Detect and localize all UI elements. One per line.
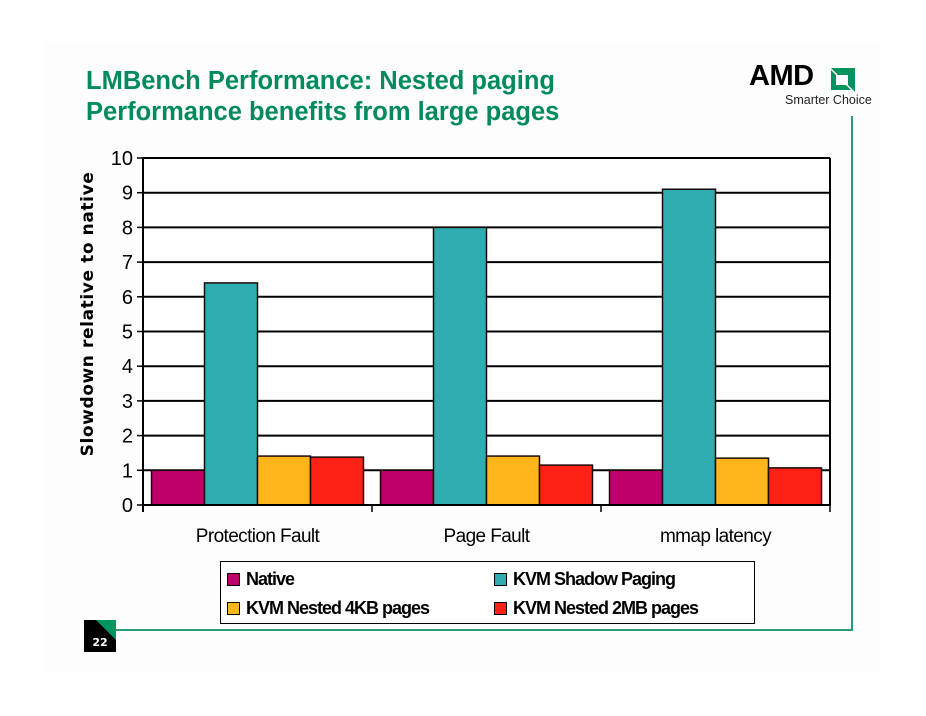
x-tick-label: Protection Fault [196, 526, 321, 547]
bar [256, 455, 312, 506]
chart-legend: Native KVM Shadow Paging KVM Nested 4KB … [220, 561, 755, 624]
accent-line-vertical [851, 116, 853, 631]
bar [714, 457, 770, 506]
bar [309, 456, 365, 506]
slide-number: 22 [92, 636, 108, 649]
legend-swatch-nested-2mb [494, 601, 507, 615]
slide-number-badge: 22 [84, 620, 116, 652]
logo-tagline: Smarter Choice [785, 93, 872, 107]
legend-item: KVM Shadow Paging [494, 567, 676, 591]
y-tick-label: 4 [122, 356, 133, 378]
legend-label: KVM Nested 4KB pages [246, 597, 430, 618]
legend-swatch-shadow [494, 572, 507, 586]
bar [379, 469, 435, 506]
y-tick-label: 9 [122, 183, 133, 205]
title-line-2: Performance benefits from large pages [86, 98, 560, 126]
y-tick-label: 6 [122, 287, 133, 309]
y-tick-label: 2 [122, 426, 133, 448]
legend-swatch-nested-4kb [227, 601, 240, 615]
y-tick-label: 8 [122, 217, 133, 239]
legend-label: KVM Nested 2MB pages [513, 597, 699, 618]
y-tick-label: 1 [122, 460, 133, 482]
legend-item: KVM Nested 4KB pages [227, 596, 430, 620]
bar [432, 226, 488, 506]
legend-label: KVM Shadow Paging [513, 568, 676, 589]
y-tick-label: 3 [122, 391, 133, 413]
bar [150, 469, 206, 506]
bar [485, 455, 541, 506]
y-tick-label: 0 [122, 495, 133, 517]
legend-item: KVM Nested 2MB pages [494, 596, 699, 620]
y-tick-label: 5 [122, 322, 133, 344]
x-tick-label: Page Fault [444, 526, 531, 547]
y-tick-label: 7 [122, 252, 133, 274]
accent-line-horizontal [116, 629, 853, 631]
bar [661, 188, 717, 506]
x-tick-label: mmap latency [660, 526, 772, 547]
amd-logo: AMD Smarter Choice [749, 60, 879, 112]
title-line-1: LMBench Performance: Nested paging [86, 67, 555, 95]
amd-arrow-icon [831, 68, 855, 92]
bar [767, 467, 823, 506]
legend-label: Native [246, 568, 295, 589]
legend-item: Native [227, 567, 295, 591]
y-tick-label: 10 [111, 148, 133, 170]
logo-brand: AMD [749, 60, 814, 92]
slide-title: LMBench Performance: Nested paging Perfo… [86, 66, 559, 128]
legend-swatch-native [227, 572, 240, 586]
bar [608, 469, 664, 506]
bar [538, 464, 594, 506]
bar [203, 282, 259, 506]
slide-number-corner [96, 620, 116, 640]
